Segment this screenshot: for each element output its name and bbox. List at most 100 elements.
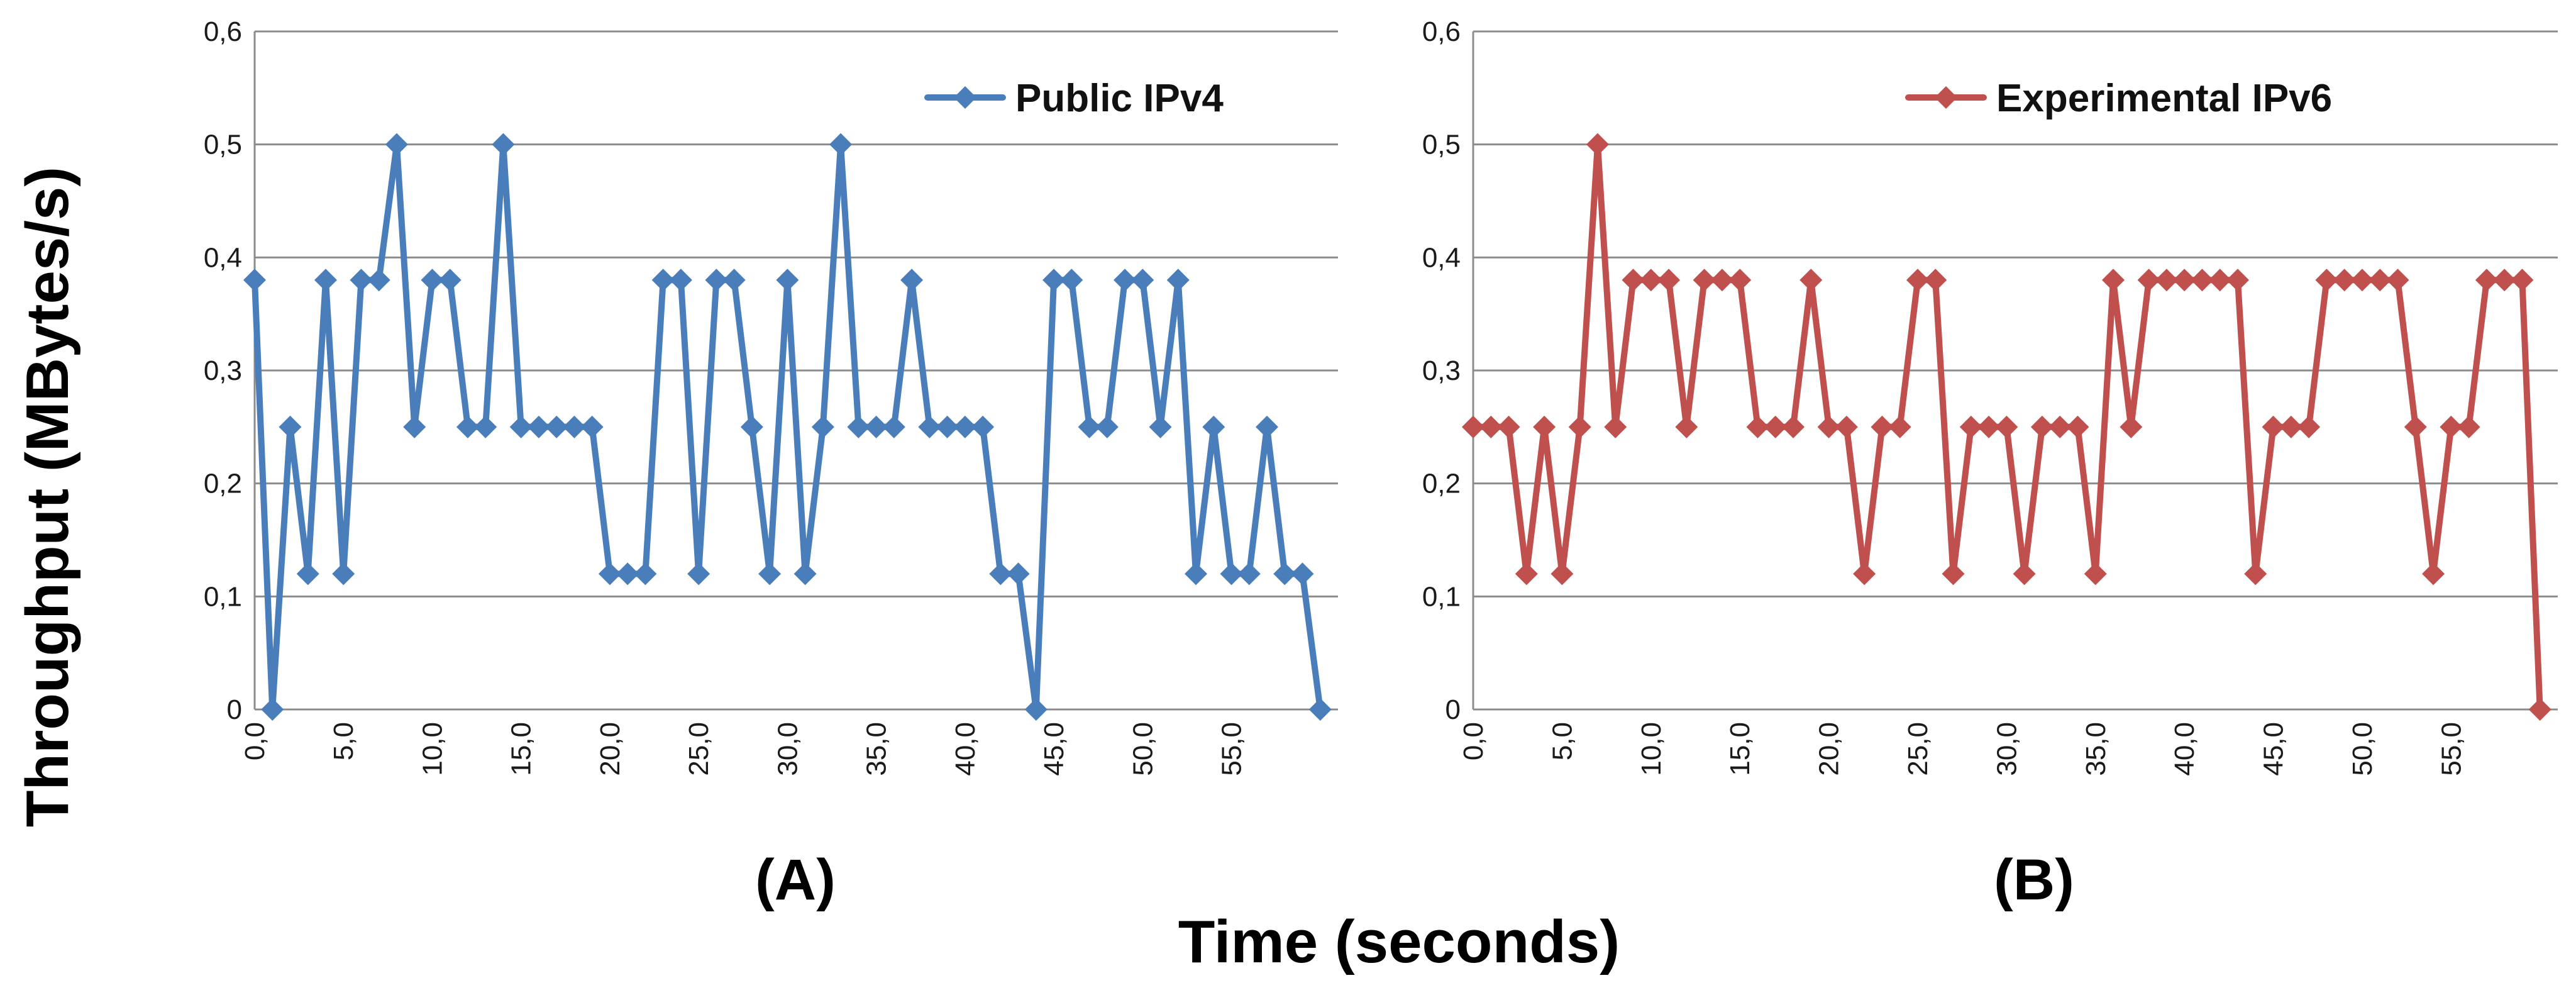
x-tick-label: 10,0: [1636, 722, 1667, 776]
x-tick-label: 20,0: [1814, 722, 1845, 776]
data-point: [1728, 269, 1752, 292]
x-tick-label: 25,0: [683, 722, 714, 776]
y-tick-label: 0,3: [204, 355, 242, 386]
data-point: [1782, 415, 1805, 438]
data-point: [1237, 562, 1261, 586]
y-tick-label: 0,1: [204, 581, 242, 612]
data-point: [279, 415, 302, 438]
data-point: [2102, 269, 2125, 292]
x-tick-label: 35,0: [2081, 722, 2111, 776]
data-point: [1131, 269, 1154, 292]
data-point: [350, 269, 373, 292]
data-point: [1871, 415, 1894, 438]
data-point: [1024, 698, 1048, 721]
x-tick-label: 0,0: [240, 722, 270, 760]
data-point: [2528, 698, 2551, 721]
data-point: [314, 269, 337, 292]
y-tick-label: 0,6: [204, 16, 242, 47]
data-point: [2350, 269, 2374, 292]
data-point: [705, 269, 728, 292]
data-point: [1746, 415, 1769, 438]
y-tick-label: 0,2: [204, 469, 242, 499]
data-point: [1995, 415, 2018, 438]
data-point: [1220, 562, 1243, 586]
data-point: [456, 415, 479, 438]
data-point: [758, 562, 782, 586]
y-tick-label: 0,5: [204, 130, 242, 160]
data-point: [918, 415, 941, 438]
data-point: [2333, 269, 2356, 292]
data-point: [261, 698, 284, 721]
data-point: [1515, 562, 1538, 586]
data-point: [243, 269, 266, 292]
data-point: [1497, 415, 1520, 438]
x-tick-label: 50,0: [1127, 722, 1158, 776]
data-point: [2173, 269, 2196, 292]
data-point: [2244, 562, 2267, 586]
y-tick-label: 0,1: [1422, 581, 1461, 612]
data-point: [1853, 562, 1876, 586]
chart-public-ipv4: 0 0,1 0,2 0,3 0,4 0,5 0,6 0,0 5,0 10,0 15,0 20,0 25,…: [204, 16, 1338, 912]
data-point: [1479, 415, 1503, 438]
data-point: [598, 562, 621, 586]
data-point: [1273, 562, 1296, 586]
data-point: [1604, 415, 1627, 438]
x-tick-label: 20,0: [595, 722, 626, 776]
data-point: [936, 415, 959, 438]
data-point: [1114, 269, 1137, 292]
data-point: [2013, 562, 2036, 586]
data-point: [865, 415, 888, 438]
data-point: [847, 415, 870, 438]
data-point: [634, 562, 657, 586]
data-point: [811, 415, 834, 438]
data-point: [438, 269, 462, 292]
data-point: [687, 562, 710, 586]
data-point: [2120, 415, 2143, 438]
x-tick-label: 55,0: [2436, 722, 2467, 776]
data-point: [740, 415, 763, 438]
data-point: [989, 562, 1012, 586]
x-tick-label: 55,0: [1217, 722, 1247, 776]
data-point: [1693, 269, 1716, 292]
data-point: [669, 269, 692, 292]
x-tick-label: 0,0: [1458, 722, 1489, 760]
data-point: [1835, 415, 1858, 438]
data-point: [492, 133, 515, 156]
data-point: [1078, 415, 1101, 438]
x-tick-label: 25,0: [1903, 722, 1933, 776]
data-point: [1586, 133, 1609, 156]
x-tick-label: 30,0: [1991, 722, 2022, 776]
data-point: [527, 415, 550, 438]
data-point: [1166, 269, 1190, 292]
data-point: [1533, 415, 1556, 438]
data-point: [2279, 415, 2302, 438]
x-tick-label: 40,0: [2169, 722, 2200, 776]
panel-label: (B): [1994, 848, 2074, 912]
data-point: [793, 562, 817, 586]
data-point: [882, 415, 905, 438]
data-point: [1185, 562, 1208, 586]
x-tick-label: 5,0: [328, 722, 359, 760]
data-point: [2369, 269, 2392, 292]
data-point: [1799, 269, 1823, 292]
data-point: [2297, 415, 2321, 438]
y-tick-label: 0,6: [1422, 16, 1461, 47]
data-point: [2475, 269, 2498, 292]
legend-label: Public IPv4: [1015, 77, 1224, 120]
data-point: [2386, 269, 2409, 292]
data-point: [1568, 415, 1591, 438]
data-point: [2457, 415, 2480, 438]
data-point: [332, 562, 355, 586]
data-point: [1308, 698, 1332, 721]
data-point: [1622, 269, 1645, 292]
x-tick-label: 45,0: [1039, 722, 1070, 776]
x-tick-label: 15,0: [1725, 722, 1755, 776]
y-tick-label: 0,4: [204, 242, 242, 273]
data-point: [385, 133, 408, 156]
data-point: [651, 269, 675, 292]
data-point: [971, 415, 995, 438]
x-tick-label: 10,0: [417, 722, 448, 776]
x-tick-label: 5,0: [1547, 722, 1578, 760]
x-tick-label: 35,0: [861, 722, 892, 776]
data-point: [1202, 415, 1225, 438]
